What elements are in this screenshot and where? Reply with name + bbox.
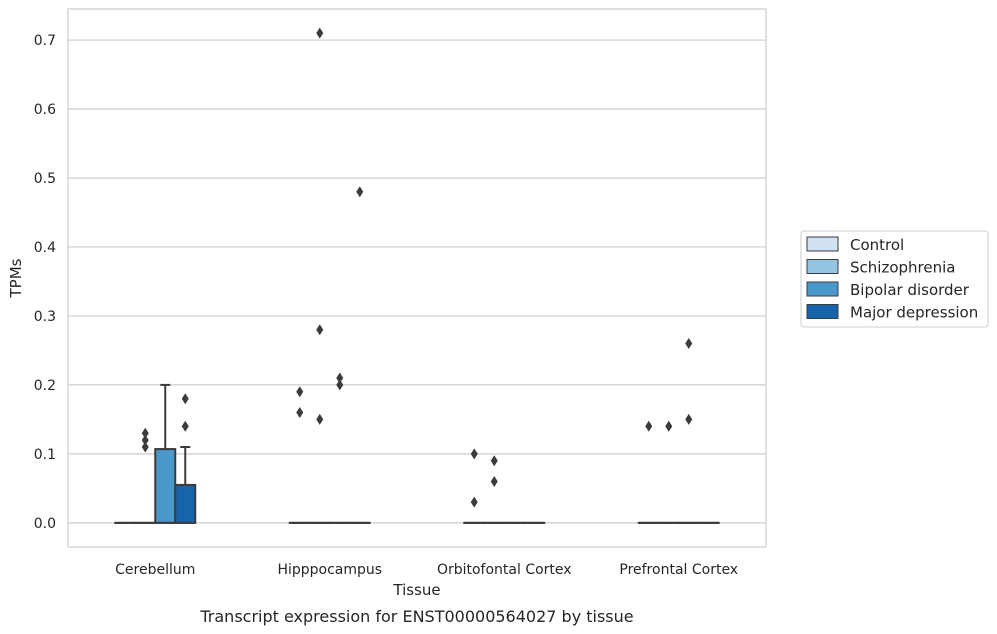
outlier-point (296, 386, 304, 398)
legend-label: Major depression (850, 304, 978, 322)
outlier-point (296, 407, 304, 418)
y-tick-label: 0.5 (34, 171, 56, 187)
legend-label: Bipolar disorder (850, 281, 970, 299)
outlier-point (336, 379, 344, 391)
y-tick-label: 0.1 (34, 447, 56, 463)
y-axis-label: TPMs (7, 258, 25, 298)
chart-caption: Transcript expression for ENST0000056402… (199, 607, 633, 626)
outlier-point (316, 413, 324, 425)
box-body (174, 483, 197, 524)
outlier-point (685, 338, 693, 350)
outlier-point (470, 448, 478, 460)
outlier-point (141, 427, 149, 439)
legend-swatch (806, 304, 839, 319)
x-tick-label: Orbitofontal Cortex (437, 562, 572, 578)
y-tick-label: 0.7 (34, 33, 56, 49)
legend-items: Control Schizophrenia Bipolar disorder Majo… (806, 236, 978, 322)
y-tick-label: 0.2 (34, 378, 56, 394)
y-tick-label: 0.0 (34, 516, 56, 532)
legend-swatch (806, 281, 839, 297)
y-axis-ticks: 0.0 0.1 0.2 0.3 0.4 0.5 0.6 0.7 (34, 33, 56, 532)
outlier-point (181, 420, 189, 432)
outlier-point (685, 413, 693, 425)
outlier-point (316, 27, 324, 39)
outlier-point (356, 186, 364, 198)
y-tick-label: 0.3 (34, 309, 56, 325)
box-body (154, 448, 177, 524)
legend: Control Schizophrenia Bipolar disorder Majo… (800, 230, 989, 328)
box-bipolar-disorder (154, 383, 177, 524)
legend-label: Control (850, 236, 904, 254)
legend-swatch (806, 259, 839, 274)
x-axis-label: Tissue (392, 581, 440, 599)
y-tick-label: 0.4 (34, 240, 56, 256)
outlier-point (490, 455, 498, 467)
outlier-point (336, 372, 344, 384)
y-tick-label: 0.6 (34, 102, 56, 118)
outliers (141, 27, 693, 508)
box-major-depression (174, 445, 197, 524)
plot-frame (67, 8, 767, 548)
x-axis-ticks: Cerebellum Hipppocampus Orbitofontal Corte… (115, 562, 738, 578)
x-tick-label: Prefrontal Cortex (619, 562, 738, 578)
outlier-point (490, 475, 498, 487)
outlier-point (141, 441, 149, 453)
boxes (114, 383, 720, 524)
legend-swatch (806, 236, 839, 252)
outlier-point (665, 420, 673, 432)
legend-label: Schizophrenia (850, 259, 955, 277)
outlier-point (645, 420, 653, 432)
outlier-point (316, 324, 324, 336)
outlier-point (470, 496, 478, 508)
x-tick-label: Hipppocampus (277, 562, 382, 578)
outlier-point (181, 393, 189, 405)
x-tick-label: Cerebellum (115, 562, 195, 578)
legend-frame (800, 230, 989, 328)
outlier-point (141, 434, 149, 446)
